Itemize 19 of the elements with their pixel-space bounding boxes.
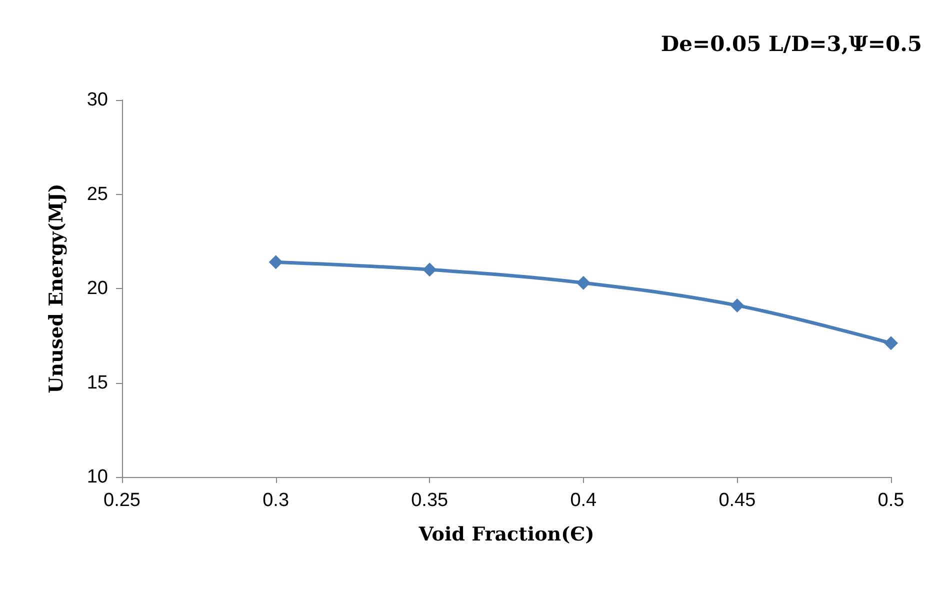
point — [422, 262, 437, 277]
x-tick-label: 0.25 — [104, 490, 140, 511]
x-tick-label: 0.45 — [718, 490, 756, 511]
x-axis-title: Void Fraction(Є) — [418, 524, 594, 546]
point — [730, 298, 744, 312]
x-tick-label: 0.35 — [411, 490, 448, 511]
y-tick-label: 30 — [86, 90, 108, 110]
x-tick-label: 0.3 — [262, 490, 290, 511]
point — [268, 255, 283, 270]
y-axis-title: Unused Energy(MJ) — [46, 184, 68, 394]
y-tick-label: 25 — [86, 184, 108, 205]
y-tick-label: 20 — [86, 278, 108, 299]
x-tick-label: 0.5 — [878, 490, 904, 511]
y-tick-label: 15 — [86, 372, 108, 394]
point — [884, 336, 898, 350]
chart-title: De=0.05 L/D=3,Ψ=0.5 — [660, 31, 922, 56]
y-tick-label: 10 — [86, 466, 108, 488]
x-tick-label: 0.4 — [570, 490, 598, 511]
point — [576, 276, 590, 290]
